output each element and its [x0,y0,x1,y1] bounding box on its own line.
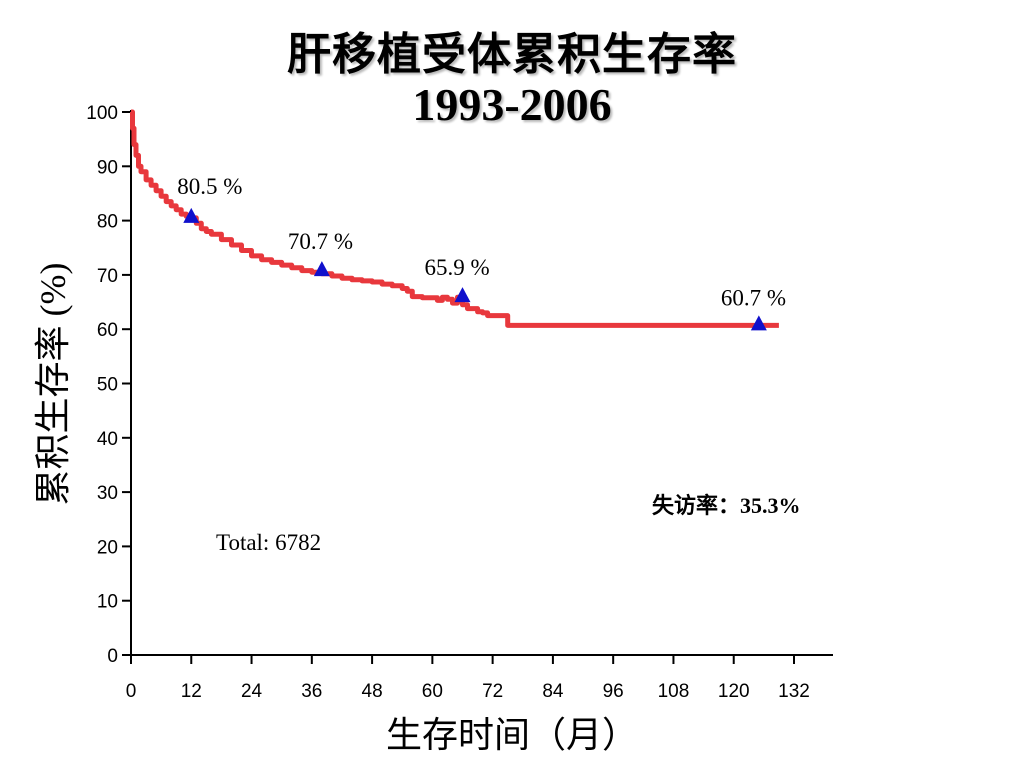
survival-marker-triangle [454,287,471,303]
y-tick-label: 10 [97,592,118,613]
survival-marker-label: 70.7 % [288,229,353,254]
chart-subtitle: 1993-2006 [412,79,612,130]
y-tick-label: 0 [107,646,118,667]
x-tick-label: 120 [718,681,750,702]
x-tick-label: 24 [241,681,263,702]
x-tick-label: 36 [301,681,322,702]
survival-marker-label: 65.9 % [425,255,490,280]
x-tick-label: 0 [126,681,137,702]
survival-marker-label: 60.7 % [721,285,786,310]
y-tick-label: 80 [97,212,118,233]
x-tick-label: 96 [603,681,624,702]
x-tick-label: 84 [542,681,564,702]
x-tick-label: 48 [362,681,383,702]
y-tick-label: 70 [97,266,118,287]
x-tick-label: 60 [422,681,443,702]
x-tick-label: 108 [658,681,690,702]
y-tick-label: 60 [97,320,118,341]
x-tick-label: 132 [778,681,810,702]
y-tick-label: 100 [86,103,118,124]
y-tick-label: 50 [97,375,118,396]
y-tick-label: 30 [97,483,118,504]
survival-marker-triangle [183,207,200,223]
loss-to-followup-annotation: 失访率：35.3% [652,493,801,518]
survival-curve-line [130,109,779,328]
total-annotation: Total: 6782 [216,530,322,555]
survival-marker-triangle [750,315,767,331]
survival-marker-triangle [313,261,330,277]
x-tick-label: 12 [181,681,202,702]
y-tick-label: 40 [97,429,118,450]
survival-marker-label: 80.5 % [177,174,242,199]
y-tick-label: 20 [97,537,118,558]
x-tick-label: 72 [482,681,503,702]
y-axis-label: 累积生存率 (%) [33,262,73,506]
y-tick-label: 90 [97,157,118,178]
x-axis-label: 生存时间（月） [385,715,638,755]
chart-title: 肝移植受体累积生存率 [287,30,737,79]
